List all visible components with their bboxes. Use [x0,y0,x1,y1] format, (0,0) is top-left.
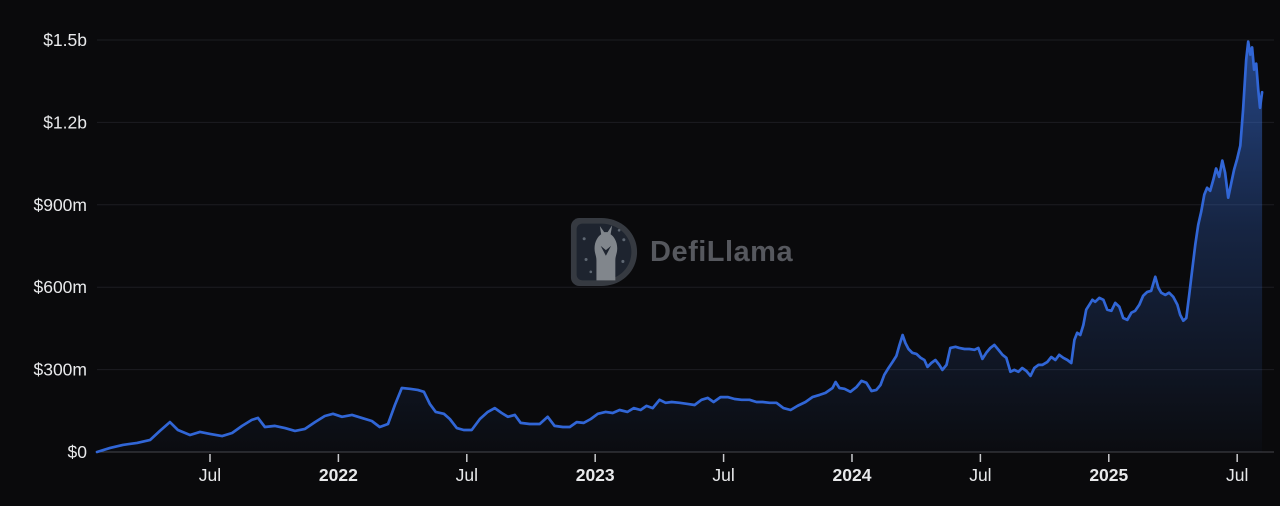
x-axis-label: Jul [199,465,221,485]
series-area-fill [97,41,1263,452]
y-axis-label: $600m [33,277,87,297]
x-axis-label: 2024 [833,465,872,485]
x-axis-label: 2025 [1089,465,1128,485]
y-axis-label: $0 [68,442,88,462]
y-axis-label: $1.2b [43,112,87,132]
y-axis-label: $300m [33,360,87,380]
x-axis-label: Jul [1226,465,1248,485]
x-axis-label: 2023 [576,465,615,485]
x-axis-label: Jul [712,465,734,485]
x-axis-label: 2022 [319,465,358,485]
x-axis-label: Jul [456,465,478,485]
y-axis-label: $1.5b [43,30,87,50]
x-axis-label: Jul [969,465,991,485]
y-axis-label: $900m [33,195,87,215]
series-line [95,40,1264,454]
